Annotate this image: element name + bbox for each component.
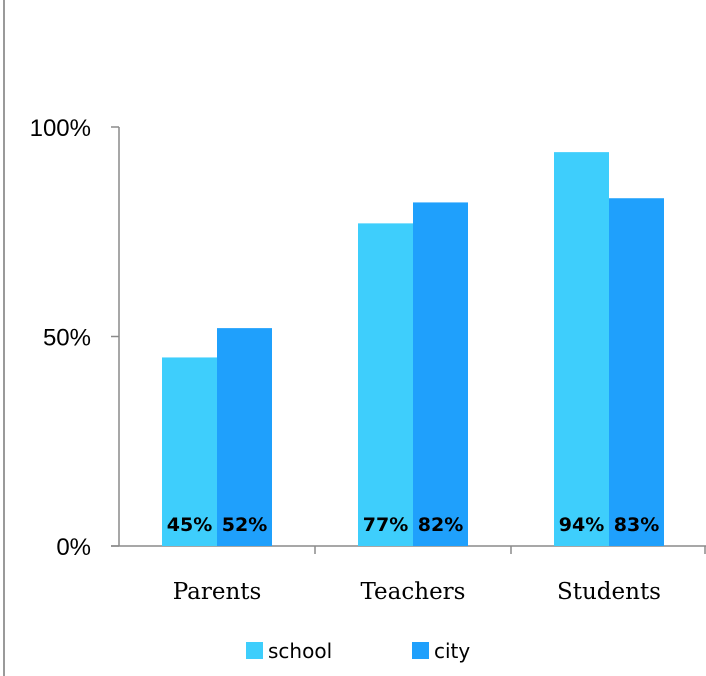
axes: 0% 50% 100% Parents Teachers Students xyxy=(30,115,706,605)
bar-school-students xyxy=(554,152,609,546)
y-tick-label: 0% xyxy=(56,534,91,561)
bar-city-parents xyxy=(217,328,272,546)
bar-city-teachers xyxy=(413,202,468,547)
y-tick-label: 50% xyxy=(43,325,91,352)
data-label: 94% xyxy=(559,514,604,536)
y-tick-label: 100% xyxy=(30,115,91,142)
bars-group xyxy=(162,152,664,547)
legend-swatch-city xyxy=(412,642,429,659)
x-category-label: Parents xyxy=(173,579,262,605)
x-category-label: Teachers xyxy=(361,579,466,605)
bar-city-students xyxy=(609,198,664,547)
x-category-label: Students xyxy=(557,579,661,605)
data-label: 45% xyxy=(167,514,212,536)
data-label: 52% xyxy=(222,514,267,536)
legend-label-school: school xyxy=(268,639,332,663)
data-label: 83% xyxy=(614,514,659,536)
legend-swatch-school xyxy=(246,642,263,659)
data-label: 82% xyxy=(418,514,463,536)
bar-school-parents xyxy=(162,357,217,546)
data-label: 77% xyxy=(363,514,408,536)
frame-left-border xyxy=(3,0,5,676)
legend: school city xyxy=(246,639,470,663)
data-labels-group: 45% 52% 77% 82% 94% 83% xyxy=(167,514,659,536)
bar-school-teachers xyxy=(358,223,413,546)
legend-label-city: city xyxy=(434,639,470,663)
